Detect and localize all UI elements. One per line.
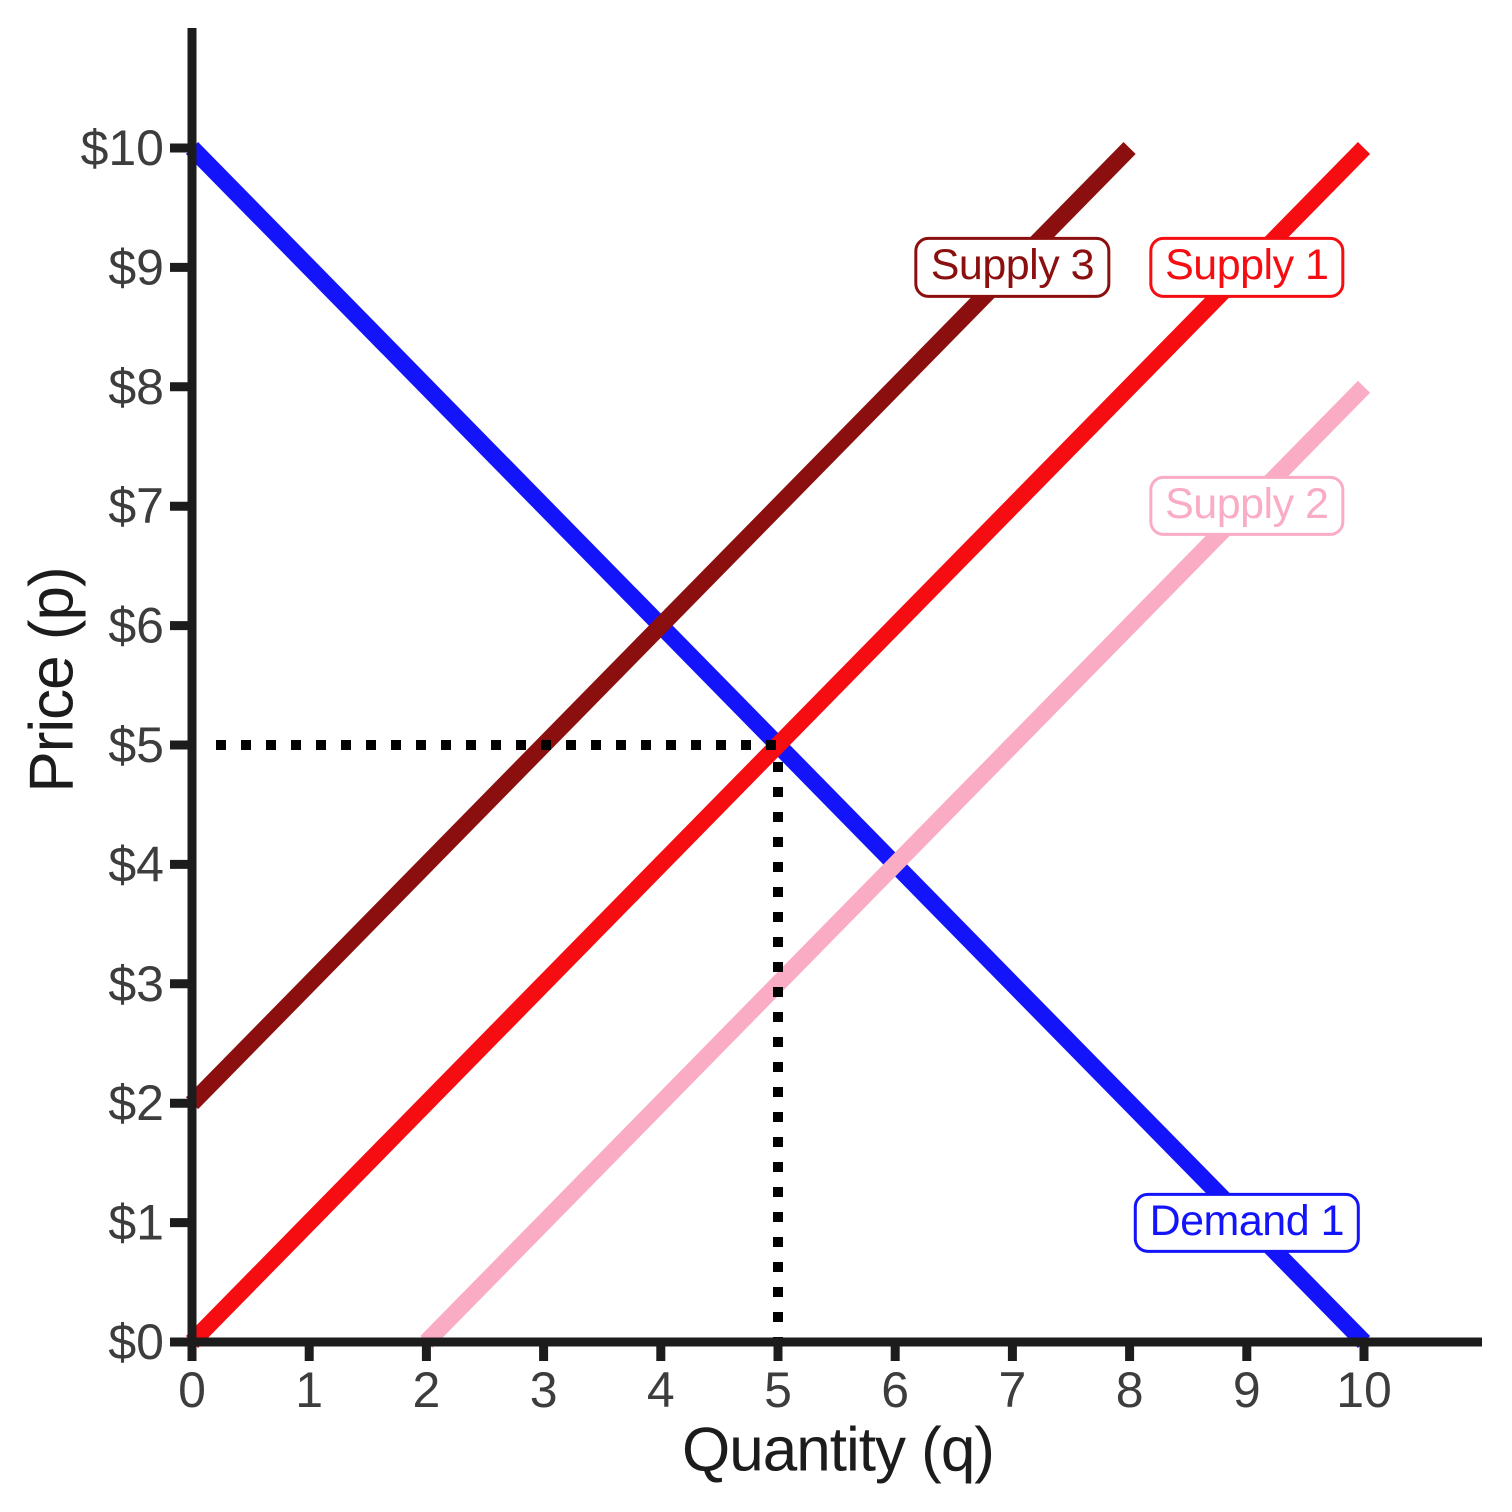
series-label-supply-3: Supply 3: [914, 237, 1111, 298]
series-line-supply-2: [420, 380, 1371, 1348]
y-tick-label: $10: [81, 120, 164, 176]
x-tick-label: 7: [998, 1362, 1026, 1418]
series-label-demand-1: Demand 1: [1133, 1192, 1360, 1253]
series-label-supply-2: Supply 2: [1149, 476, 1345, 537]
series-line-supply-3: [185, 142, 1136, 1110]
y-tick-label: $4: [108, 836, 164, 892]
y-axis-title: Price (p): [17, 567, 87, 793]
y-tick-label: $9: [108, 239, 164, 295]
y-tick-label: $3: [108, 956, 164, 1012]
x-tick-label: 0: [178, 1362, 206, 1418]
y-tick-label: $2: [108, 1075, 164, 1131]
x-tick-label: 5: [764, 1362, 792, 1418]
y-tick-label: $0: [108, 1314, 164, 1370]
x-tick-label: 10: [1336, 1362, 1392, 1418]
x-axis-title: Quantity (q): [682, 1415, 995, 1485]
x-tick-label: 8: [1116, 1362, 1144, 1418]
y-tick-label: $8: [108, 359, 164, 415]
y-tick-label: $6: [108, 598, 164, 654]
x-tick-label: 1: [295, 1362, 323, 1418]
y-tick-label: $7: [108, 478, 164, 534]
y-tick-label: $1: [108, 1195, 164, 1251]
x-tick-label: 9: [1233, 1362, 1261, 1418]
x-tick-label: 2: [412, 1362, 440, 1418]
series-line-supply-1: [185, 142, 1371, 1348]
x-tick-label: 6: [881, 1362, 909, 1418]
y-tick-label: $5: [108, 717, 164, 773]
series-label-supply-1: Supply 1: [1149, 237, 1345, 298]
x-tick-label: 3: [530, 1362, 558, 1418]
x-tick-label: 4: [647, 1362, 675, 1418]
